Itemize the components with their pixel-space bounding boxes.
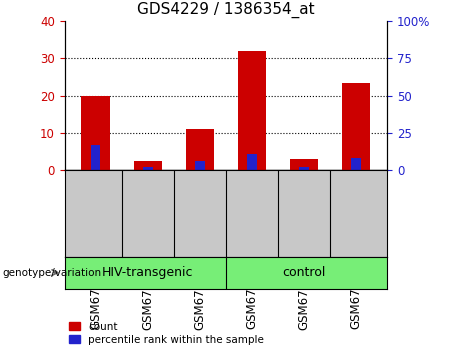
Legend: count, percentile rank within the sample: count, percentile rank within the sample (65, 317, 268, 349)
Bar (195, 161, 205, 170)
Bar (342, 82, 370, 170)
Title: GDS4229 / 1386354_at: GDS4229 / 1386354_at (137, 2, 315, 18)
Text: control: control (282, 266, 325, 279)
Bar (237, 51, 266, 170)
Bar (143, 167, 153, 170)
Bar (351, 158, 361, 170)
Text: HIV-transgenic: HIV-transgenic (102, 266, 194, 279)
Bar (185, 129, 214, 170)
Bar (82, 96, 110, 170)
Bar (299, 167, 309, 170)
Bar (290, 159, 318, 170)
Bar (134, 161, 162, 170)
Text: genotype/variation: genotype/variation (2, 268, 101, 278)
Bar (91, 145, 100, 170)
Bar (247, 154, 257, 170)
